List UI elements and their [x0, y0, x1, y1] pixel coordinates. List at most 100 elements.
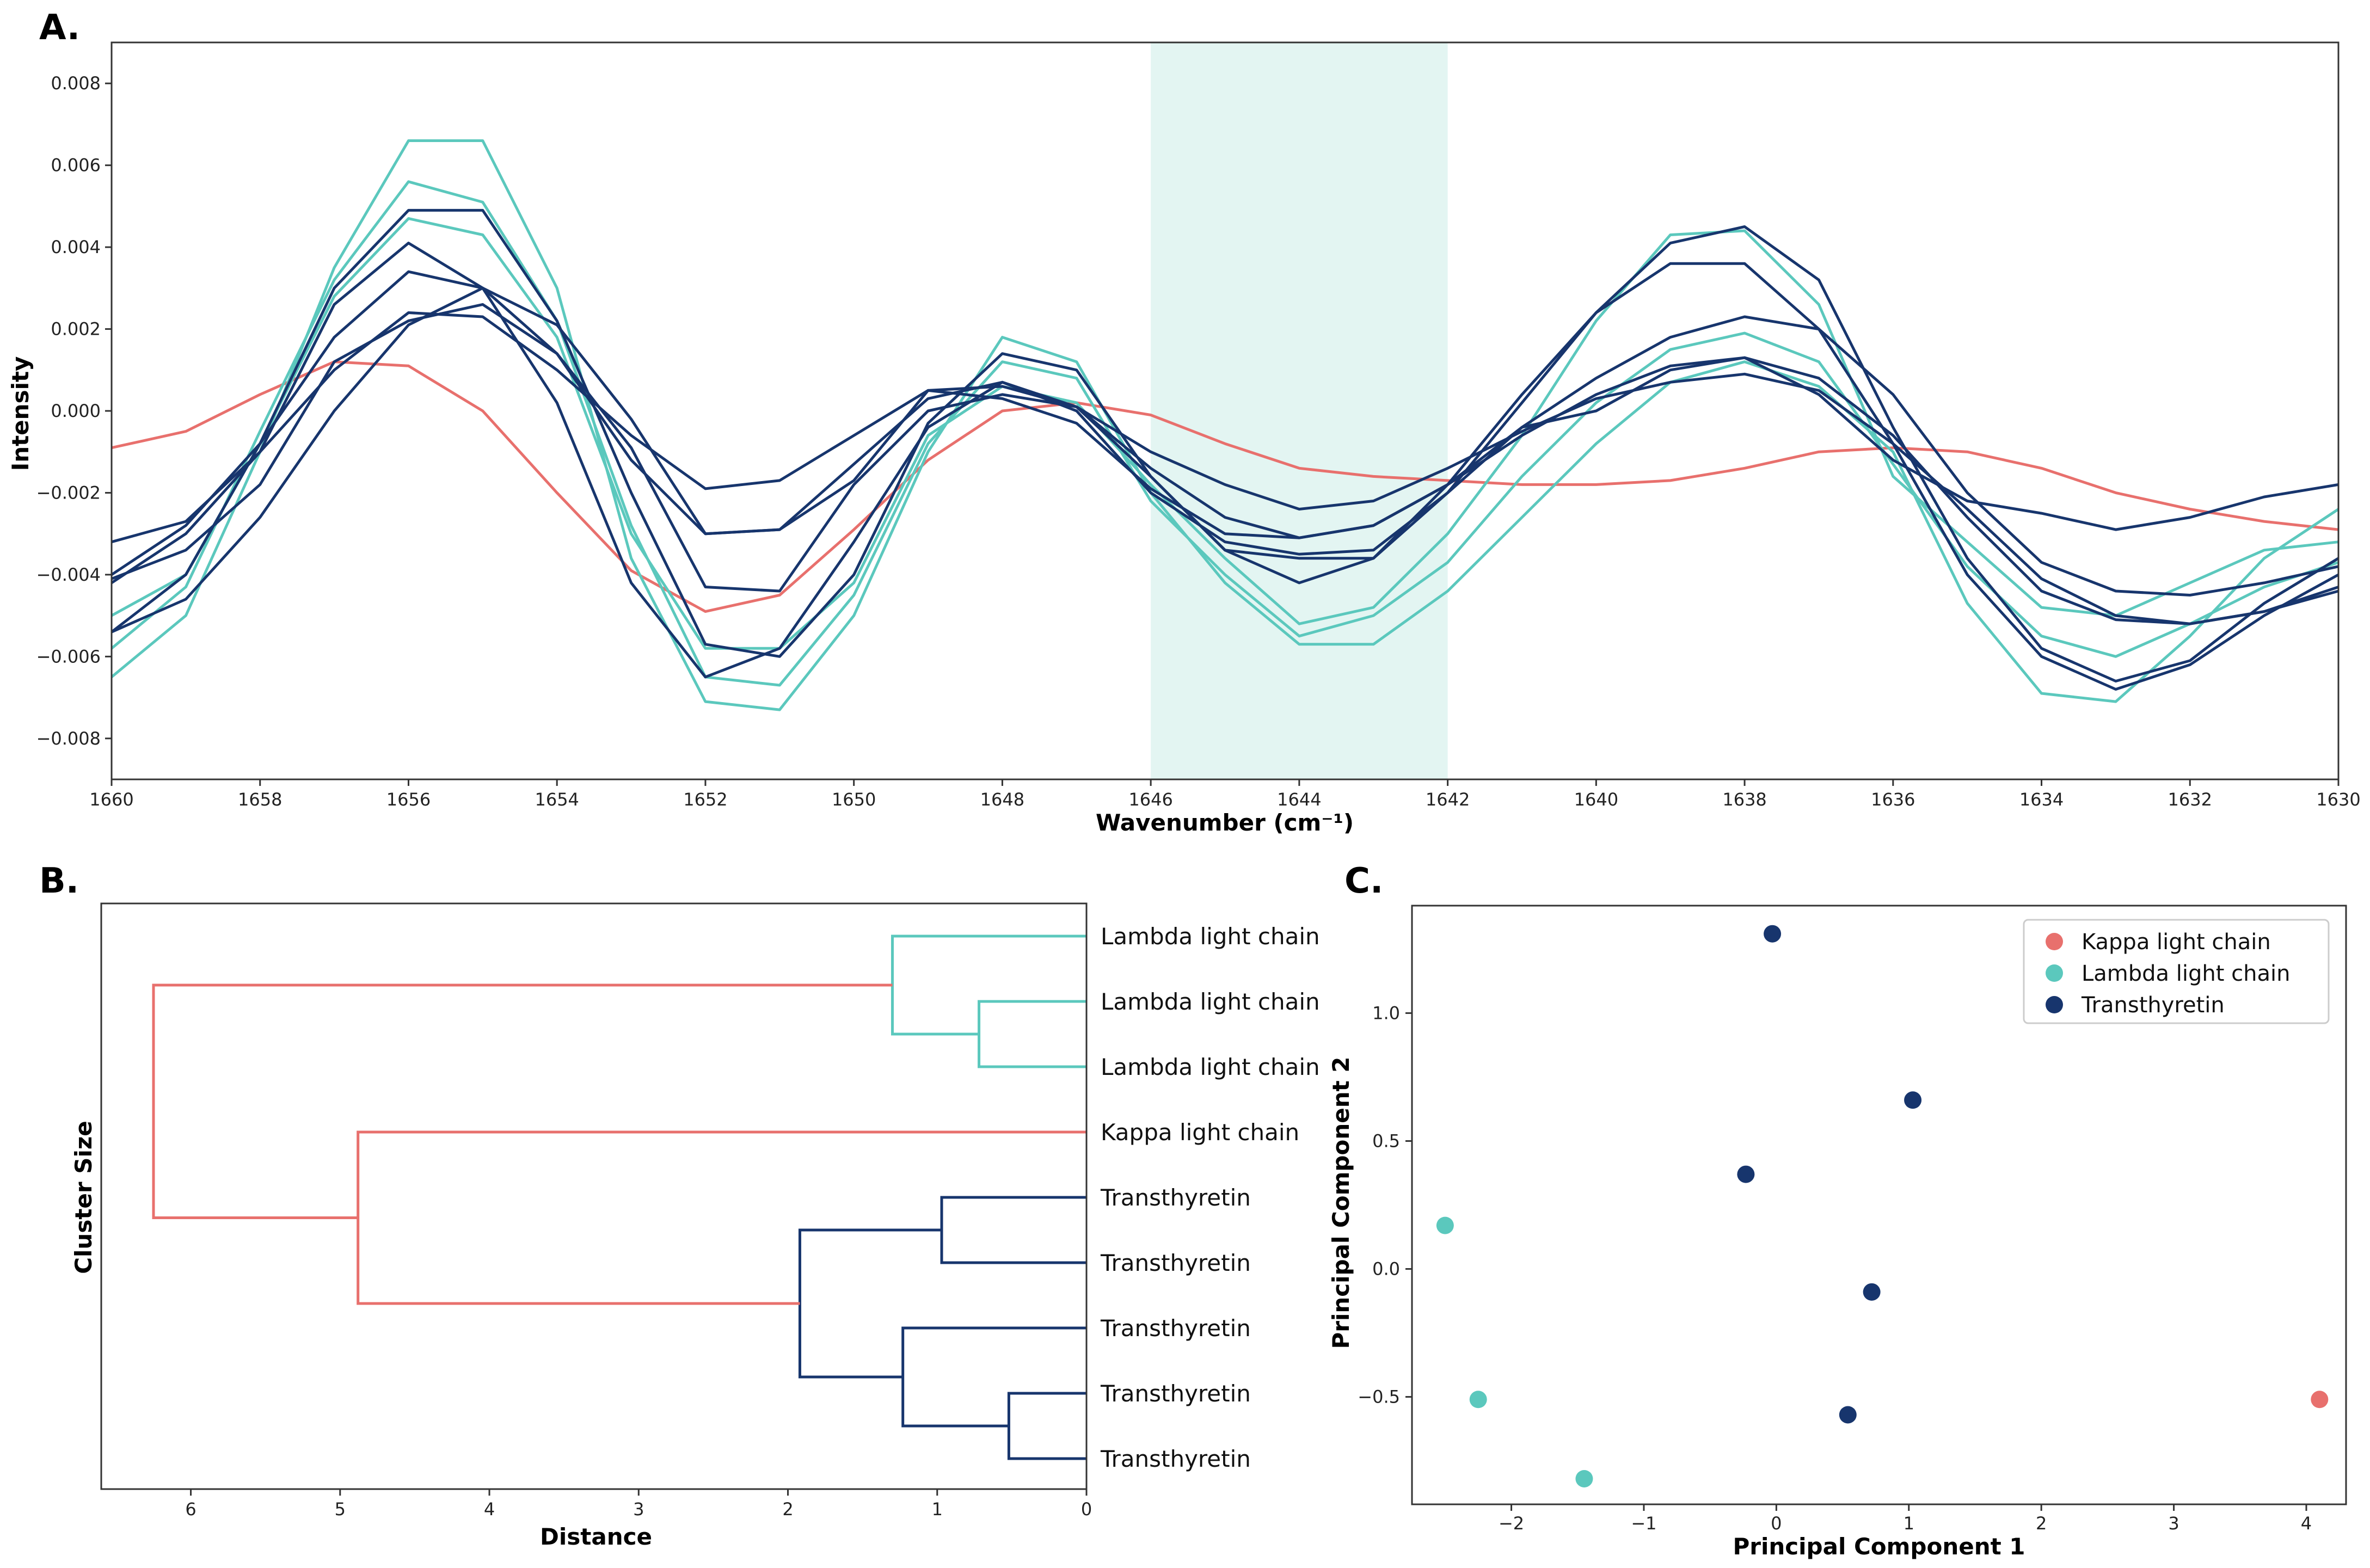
spectrum-line-lambda: [110, 139, 2340, 711]
legend-label: Transthyretin: [2081, 993, 2225, 1018]
panel-b-x-axis-title: Distance: [540, 1523, 652, 1550]
x-tick-label: 0: [1081, 1499, 1092, 1520]
panel-a-y-axis-title: Intensity: [7, 356, 34, 471]
x-tick-label: 1642: [1426, 789, 1470, 810]
x-tick-label: 1656: [386, 789, 431, 810]
x-tick-label: 1630: [2316, 789, 2360, 810]
x-tick-label: 4: [2301, 1513, 2312, 1534]
panel-c-label: C.: [1344, 861, 1383, 901]
spectrum-line-kappa: [111, 360, 2339, 613]
x-tick-label: 1652: [683, 789, 727, 810]
point-transthyretin: [1904, 1091, 1922, 1109]
y-tick-label: 0.002: [51, 319, 101, 340]
y-tick-label: 0.000: [51, 401, 101, 421]
legend-label: Kappa light chain: [2082, 930, 2271, 955]
x-tick-label: 1632: [2168, 789, 2212, 810]
x-tick-label: −1: [1631, 1513, 1656, 1534]
legend-marker-lambda: [2046, 964, 2063, 982]
y-tick-label: 0.0: [1372, 1259, 1400, 1280]
panel-b-label: B.: [39, 861, 79, 901]
y-tick-label: 0.006: [51, 155, 101, 176]
dendrogram-leaf-labels: Lambda light chain Lambda light chain Lamb…: [1100, 923, 1320, 1472]
panel-c-x-axis-title: Principal Component 1: [1733, 1533, 2025, 1560]
x-tick-label: 2: [782, 1499, 793, 1520]
x-tick-label: 1658: [238, 789, 282, 810]
leaf-label: Transthyretin: [1100, 1184, 1251, 1211]
amide-band-highlight: [1151, 42, 1448, 779]
x-tick-label: 1646: [1128, 789, 1172, 810]
legend-label: Lambda light chain: [2082, 961, 2290, 986]
x-tick-label: 2: [2036, 1513, 2047, 1534]
y-tick-label: 1.0: [1372, 1003, 1400, 1023]
panel-b-y-axis-title: Cluster Size: [70, 1121, 97, 1274]
point-transthyretin: [1737, 1165, 1755, 1183]
spectrum-line-transthyretin: [110, 286, 2339, 634]
spectra-lines: [110, 139, 2340, 711]
spectrum-line-transthyretin: [111, 311, 2339, 625]
point-lambda: [1469, 1391, 1487, 1409]
spectrum-line-transthyretin: [111, 303, 2339, 625]
x-tick-label: 1636: [1871, 789, 1915, 810]
panel-b-x-ticks: 6 5 4 3 2 1 0: [185, 1489, 1092, 1520]
point-transthyretin: [1764, 925, 1782, 943]
x-tick-label: 1648: [980, 789, 1024, 810]
x-tick-label: 3: [2168, 1513, 2179, 1534]
legend-marker-transthyretin: [2046, 996, 2063, 1013]
x-tick-label: −2: [1499, 1513, 1524, 1534]
dendrogram-link-transthyretin: [1007, 1392, 1086, 1460]
x-tick-label: 1: [932, 1499, 943, 1520]
y-tick-label: 0.008: [51, 73, 101, 94]
panel-b-plot-frame: [100, 902, 1088, 1490]
x-tick-label: 1654: [535, 789, 579, 810]
dendrogram-link-lambda: [891, 934, 1086, 1036]
panel-a-x-ticks: 1660 1658 1656 1654 1652 1650 1648 1646 1644 1642…: [89, 779, 2361, 810]
y-tick-label: −0.008: [36, 728, 101, 749]
x-tick-label: 4: [484, 1499, 495, 1520]
panel-c-pca-scatter: C. −2 −1 0 1 2 3 4 −0.5 0.0 0.5 1.0 Kappa light c…: [1328, 861, 2347, 1560]
y-tick-label: −0.5: [1358, 1387, 1400, 1407]
dendrogram-link-transthyretin: [798, 1228, 942, 1379]
legend-box: [2023, 919, 2330, 1024]
panel-c-plot-frame: [1411, 905, 2347, 1505]
point-lambda: [1436, 1216, 1454, 1234]
pca-points: [1436, 925, 2329, 1487]
panel-a-spectra-chart: A. 1660 1658 1656 1654 1652 1650 1648 1646 1644 1…: [7, 8, 2361, 836]
dendrogram-link-transthyretin: [901, 1326, 1086, 1428]
leaf-label: Kappa light chain: [1101, 1119, 1299, 1146]
leaf-label: Transthyretin: [1100, 1380, 1251, 1407]
leaf-label: Lambda light chain: [1101, 988, 1320, 1015]
x-tick-label: 1638: [1722, 789, 1766, 810]
y-tick-label: −0.002: [36, 482, 101, 503]
leaf-label: Lambda light chain: [1101, 1054, 1320, 1080]
y-tick-label: −0.006: [36, 646, 101, 667]
x-tick-label: 1: [1904, 1513, 1914, 1534]
pca-legend: Kappa light chain Lambda light chain Trans…: [2023, 919, 2330, 1024]
dendrogram-link-transthyretin: [940, 1196, 1086, 1264]
point-transthyretin: [1863, 1283, 1881, 1301]
x-tick-label: 1644: [1277, 789, 1321, 810]
panel-c-y-axis-title: Principal Component 2: [1328, 1056, 1354, 1349]
legend-marker-kappa: [2046, 933, 2063, 950]
panel-a-y-ticks: −0.008 −0.006 −0.004 −0.002 0.000 0.002 0.004 0…: [36, 73, 112, 749]
x-tick-label: 0: [1771, 1513, 1782, 1534]
leaf-label: Lambda light chain: [1101, 923, 1320, 950]
point-lambda: [1575, 1469, 1593, 1487]
y-tick-label: −0.004: [36, 564, 101, 585]
leaf-label: Transthyretin: [1100, 1315, 1251, 1342]
spectrum-line-lambda: [110, 180, 2339, 687]
dendrogram-link-kappa: [357, 1130, 1086, 1305]
dendrogram-links: [152, 934, 1086, 1460]
x-tick-label: 3: [633, 1499, 644, 1520]
panel-c-x-ticks: −2 −1 0 1 2 3 4: [1499, 1504, 2312, 1534]
panel-c-y-ticks: −0.5 0.0 0.5 1.0: [1358, 1003, 1412, 1407]
x-tick-label: 1660: [89, 789, 133, 810]
dendrogram-link-lambda: [978, 1000, 1086, 1068]
y-tick-label: 0.004: [51, 237, 101, 257]
x-tick-label: 1640: [1574, 789, 1618, 810]
panel-a-x-axis-title: Wavenumber (cm⁻¹): [1096, 809, 1354, 836]
leaf-label: Transthyretin: [1100, 1250, 1251, 1276]
x-tick-label: 6: [185, 1499, 196, 1520]
point-kappa: [2311, 1391, 2329, 1409]
